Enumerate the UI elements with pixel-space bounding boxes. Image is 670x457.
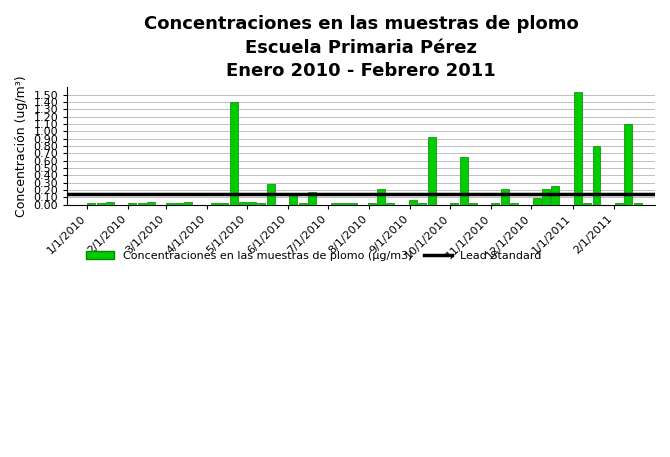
Bar — [592, 146, 600, 205]
Bar — [165, 202, 174, 205]
Bar — [615, 202, 623, 205]
Bar — [469, 202, 477, 205]
Bar — [147, 202, 155, 205]
Bar — [510, 202, 518, 205]
Bar — [87, 202, 95, 205]
Bar — [289, 195, 297, 205]
Bar — [583, 202, 591, 205]
Bar — [551, 186, 559, 205]
Y-axis label: Concentración (ug/m³): Concentración (ug/m³) — [15, 75, 28, 217]
Bar — [450, 202, 458, 205]
Bar — [427, 137, 436, 205]
Bar — [138, 202, 146, 205]
Bar — [239, 202, 247, 205]
Bar — [96, 203, 105, 205]
Bar — [175, 202, 183, 205]
Bar — [340, 203, 348, 205]
Bar — [330, 202, 338, 205]
Bar — [500, 189, 509, 205]
Bar — [248, 202, 256, 205]
Bar — [387, 202, 395, 205]
Legend: Concentraciones en las muestras de plomo (µg/m3), Lead Standard: Concentraciones en las muestras de plomo… — [82, 246, 546, 265]
Bar — [184, 202, 192, 205]
Bar — [230, 102, 238, 205]
Bar — [409, 200, 417, 205]
Bar — [533, 198, 541, 205]
Bar — [299, 202, 307, 205]
Bar — [211, 202, 219, 205]
Bar — [257, 202, 265, 205]
Bar — [460, 157, 468, 205]
Bar — [267, 184, 275, 205]
Bar — [368, 202, 376, 205]
Bar — [492, 202, 499, 205]
Bar — [349, 202, 357, 205]
Title: Concentraciones en las muestras de plomo
Escuela Primaria Pérez
Enero 2010 - Feb: Concentraciones en las muestras de plomo… — [144, 15, 578, 80]
Bar — [418, 202, 426, 205]
Bar — [624, 124, 632, 205]
Bar — [574, 92, 582, 205]
Bar — [220, 202, 228, 205]
Bar — [377, 189, 385, 205]
Bar — [308, 192, 316, 205]
Bar — [634, 202, 642, 205]
Bar — [129, 202, 137, 205]
Bar — [542, 189, 550, 205]
Bar — [106, 202, 114, 205]
